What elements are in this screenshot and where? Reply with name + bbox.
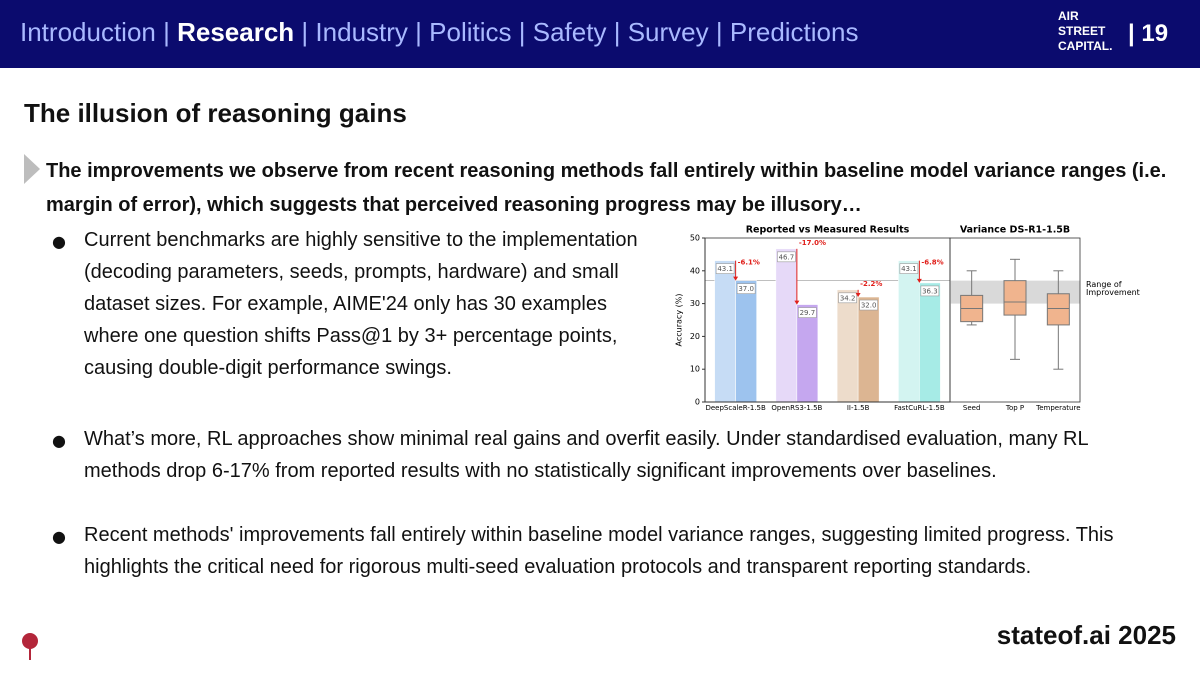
- footer-label: stateof.ai 2025: [996, 620, 1176, 650]
- bullet-dot: ●: [52, 232, 66, 251]
- figure: Reported vs Measured Results Accuracy (%)…: [675, 225, 1140, 413]
- value-label: 36.3: [922, 287, 938, 295]
- x-tick-label: II-1.5B: [847, 404, 870, 412]
- value-label-box: [899, 263, 919, 274]
- drop-arrowhead: [916, 278, 922, 283]
- value-label: 32.0: [861, 302, 877, 310]
- range-label: Improvement: [1086, 288, 1140, 297]
- value-label: 46.7: [779, 253, 795, 261]
- y-axis-label: Accuracy (%): [675, 294, 684, 347]
- brand-line: AIR: [1058, 9, 1079, 23]
- nav-separator: |: [518, 17, 526, 47]
- page-number: | 19: [1128, 20, 1169, 47]
- chart-title: Variance DS-R1-1.5B: [960, 225, 1070, 236]
- drop-label: -17.0%: [799, 239, 826, 247]
- x-tick-label: DeepScaleR-1.5B: [705, 404, 766, 412]
- bar: [775, 248, 798, 403]
- drop-arrowhead: [733, 276, 739, 281]
- y-tick-label: 50: [690, 234, 700, 243]
- value-label-box: [838, 292, 857, 304]
- bullet-dot: ●: [52, 431, 66, 450]
- bar: [919, 282, 941, 403]
- drop-arrowhead: [855, 293, 861, 298]
- bullet-text: Recent methods' improvements fall entire…: [84, 524, 1114, 578]
- nav-separator: |: [613, 17, 621, 47]
- x-tick-label: Seed: [963, 404, 981, 412]
- plot-frame: [949, 237, 1081, 403]
- x-tick-label: OpenRS3-1.5B: [771, 404, 822, 412]
- header-bar: Introduction | Research | Industry | Pol…: [0, 0, 1200, 68]
- nav-separator: |: [301, 17, 309, 47]
- value-label: 34.2: [840, 294, 856, 302]
- value-label-box: [715, 263, 735, 274]
- nav-separator: |: [415, 17, 422, 47]
- value-label: 37.0: [738, 285, 754, 293]
- box: [1003, 280, 1027, 316]
- box: [1046, 293, 1070, 326]
- x-tick-label: Temperature: [1035, 404, 1080, 412]
- value-label-box: [736, 283, 756, 294]
- bar: [735, 280, 757, 403]
- bar: [898, 260, 920, 403]
- value-label-box: [798, 307, 817, 318]
- drop-label: -6.8%: [921, 259, 943, 267]
- value-label-box: [859, 299, 878, 311]
- slide-title: The illusion of reasoning gains: [24, 98, 407, 128]
- bar: [836, 289, 859, 403]
- y-tick-label: 0: [695, 398, 700, 407]
- bar: [857, 296, 880, 403]
- nav-separator: |: [715, 17, 723, 47]
- drop-arrowhead: [794, 300, 800, 305]
- range-label: Range of: [1086, 280, 1122, 289]
- chart-title: Reported vs Measured Results: [746, 225, 910, 236]
- logo-tree: [22, 633, 38, 660]
- nav-item[interactable]: Introduction: [20, 17, 156, 47]
- nav-separator: |: [163, 17, 170, 47]
- bullet-text: Current benchmarks are highly sensitive …: [84, 229, 638, 379]
- brand-line: STREET: [1058, 24, 1106, 38]
- value-label-box: [777, 251, 796, 263]
- lead-icon: [24, 154, 40, 184]
- value-label: 43.1: [901, 265, 917, 273]
- nav-item[interactable]: Survey: [627, 17, 709, 47]
- nav-item[interactable]: Industry: [315, 17, 408, 47]
- bar: [796, 304, 819, 403]
- bullet-dot: ●: [52, 527, 66, 546]
- drop-label: -6.1%: [738, 259, 760, 267]
- value-label: 43.1: [717, 265, 733, 273]
- brand-line: CAPITAL.: [1058, 39, 1113, 53]
- lead-text: The improvements we observe from recent …: [46, 160, 1167, 216]
- y-tick-label: 10: [690, 365, 700, 374]
- nav: Introduction | Research | Industry | Pol…: [20, 17, 858, 48]
- brand: AIR STREET CAPITAL.: [1058, 9, 1112, 54]
- nav-item[interactable]: Politics: [429, 17, 512, 47]
- bar: [714, 260, 736, 403]
- bullet-text: What’s more, RL approaches show minimal …: [84, 428, 1088, 482]
- value-label: 29.7: [800, 309, 816, 317]
- y-tick-label: 30: [690, 299, 700, 308]
- x-tick-label: Top P: [1005, 404, 1024, 412]
- drop-label: -2.2%: [860, 280, 882, 288]
- y-tick-label: 20: [690, 332, 700, 341]
- nav-item[interactable]: Research: [177, 17, 295, 47]
- value-label-box: [920, 285, 940, 297]
- nav-item[interactable]: Safety: [532, 17, 607, 47]
- nav-item[interactable]: Predictions: [729, 17, 859, 47]
- y-tick-label: 40: [690, 266, 700, 275]
- x-tick-label: FastCuRL-1.5B: [894, 404, 945, 412]
